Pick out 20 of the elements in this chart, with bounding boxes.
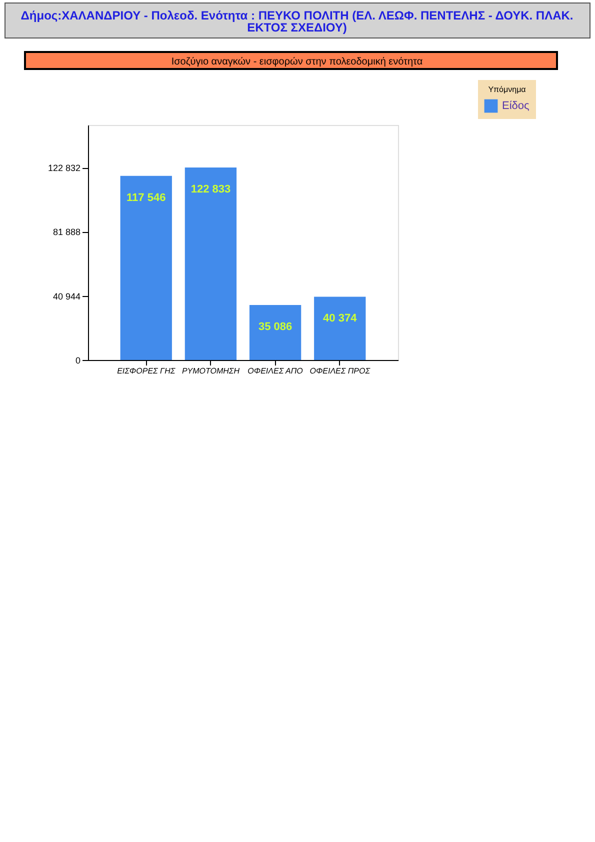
x-tick-label: ΟΦΕΙΛΕΣ ΠΡΟΣ [310, 366, 372, 376]
y-tick-label: 122 832 [48, 163, 80, 174]
x-tick-label: ΟΦΕΙΛΕΣ ΑΠΟ [248, 366, 303, 376]
y-tick-label: 40 944 [52, 291, 80, 302]
data-label: 40 374 [323, 312, 358, 325]
x-tick-label: ΡΥΜΟΤΟΜΗΣΗ [182, 366, 240, 376]
y-tick-label: 81 888 [52, 227, 80, 238]
chart-title: Δήμος:ΧΑΛΑΝΔΡΙΟΥ - Πολεοδ. Ενότητα : ΠΕΥΚΟ ΠΟΛΙΤΗ (ΕΛ. ΛΕΩΦ. ΠΕΝΤΕΛΗΣ - ΔΟΥΚ. ΠΛΑΚ. ΕΚΤΟΣ ΣΧΕΔΙΟΥ) [20, 8, 574, 34]
bar [120, 176, 172, 360]
data-label: 122 833 [190, 184, 231, 196]
legend-title: Υπόμνημα [488, 85, 526, 94]
chart-subtitle: Ισοζύγιο αναγκών - εισφορών στην πολεοδομική ενότητα [171, 56, 423, 68]
data-label: 35 086 [258, 321, 292, 334]
bar [249, 305, 302, 360]
bar [184, 168, 237, 360]
bar [314, 296, 366, 360]
data-label: 117 546 [126, 192, 166, 204]
legend-label: Είδος [502, 100, 530, 112]
x-tick-label: ΕΙΣΦΟΡΕΣ ΓΗΣ [117, 366, 176, 376]
y-tick-label: 0 [75, 356, 80, 366]
